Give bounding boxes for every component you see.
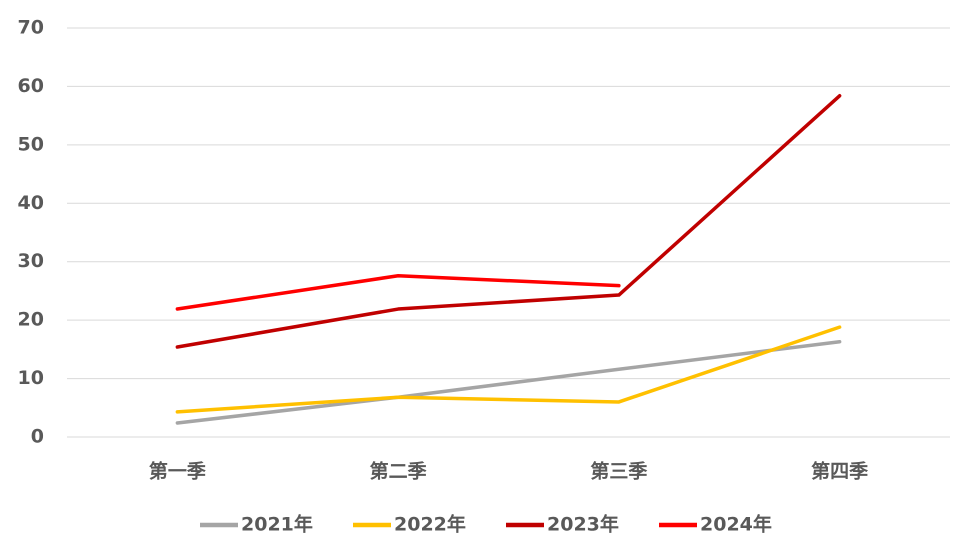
y-tick-label: 40 <box>18 192 44 214</box>
legend-label: 2023年 <box>547 513 619 536</box>
y-tick-label: 30 <box>18 250 44 272</box>
series-line <box>175 273 621 311</box>
y-tick-label: 20 <box>18 309 44 331</box>
y-tick-label: 70 <box>18 17 44 39</box>
legend-label: 2022年 <box>394 513 466 536</box>
y-tick-label: 60 <box>18 75 44 97</box>
y-tick-label: 0 <box>31 426 44 448</box>
legend-label: 2021年 <box>241 513 313 536</box>
x-tick-label: 第一季 <box>149 460 206 483</box>
x-tick-label: 第四季 <box>811 460 868 483</box>
series-line <box>175 340 842 425</box>
legend-label: 2024年 <box>700 513 772 536</box>
series-line <box>175 94 842 349</box>
y-tick-label: 10 <box>18 367 44 389</box>
series-line <box>175 325 842 414</box>
x-tick-label: 第三季 <box>590 460 647 483</box>
y-tick-label: 50 <box>18 133 44 155</box>
x-tick-label: 第二季 <box>370 460 427 483</box>
